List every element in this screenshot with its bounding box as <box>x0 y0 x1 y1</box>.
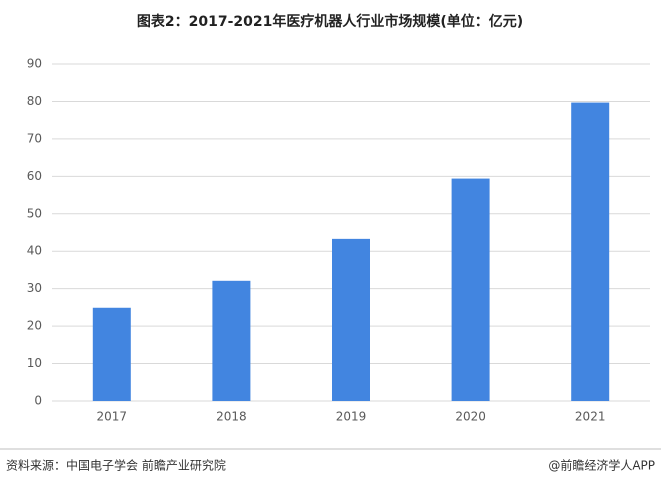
y-tick-label: 20 <box>27 319 42 333</box>
x-tick-label: 2020 <box>455 410 486 424</box>
x-tick-label: 2019 <box>336 410 367 424</box>
bar <box>212 280 251 401</box>
credit-note: @前瞻经济学人APP <box>548 458 655 473</box>
y-tick-label: 60 <box>27 169 42 183</box>
y-tick-label: 90 <box>27 57 42 71</box>
y-tick-label: 30 <box>27 281 42 295</box>
x-tick-label: 2018 <box>216 410 247 424</box>
y-tick-label: 40 <box>27 244 42 258</box>
chart-title: 图表2：2017-2021年医疗机器人行业市场规模(单位：亿元) <box>137 13 523 30</box>
bar <box>451 178 490 401</box>
y-tick-label: 70 <box>27 131 42 145</box>
y-tick-label: 80 <box>27 94 42 108</box>
bar <box>571 102 610 401</box>
x-tick-label: 2021 <box>575 410 606 424</box>
bar <box>92 307 131 401</box>
x-tick-label: 2017 <box>97 410 128 424</box>
y-tick-label: 10 <box>27 356 42 370</box>
y-tick-label: 50 <box>27 206 42 220</box>
bar <box>332 238 370 401</box>
y-tick-label: 0 <box>34 394 42 408</box>
source-note: 资料来源：中国电子学会 前瞻产业研究院 <box>6 458 226 473</box>
